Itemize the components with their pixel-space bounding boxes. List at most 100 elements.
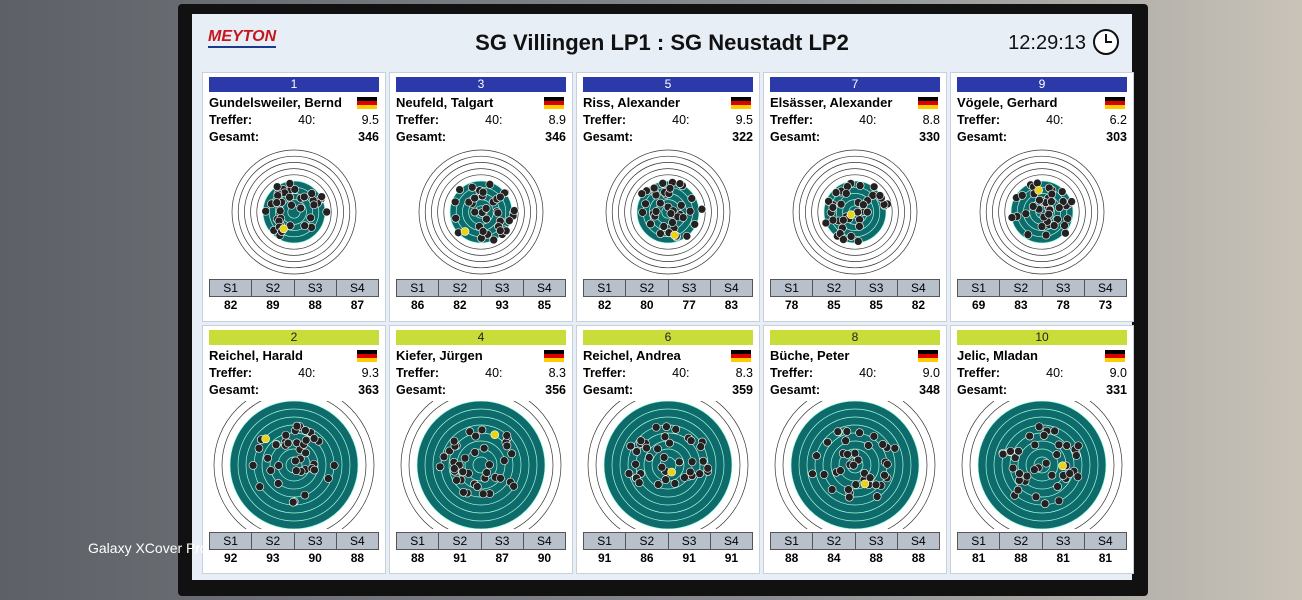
series-header: S1 S2 S3 S4 xyxy=(208,279,380,297)
hits-label: Treffer: xyxy=(957,365,1001,380)
series-label: S1 xyxy=(395,279,440,297)
series-header: S1 S2 S3 S4 xyxy=(582,531,754,550)
shot xyxy=(1057,187,1067,196)
shot xyxy=(680,472,689,482)
total-row: Gesamt: 348 xyxy=(770,383,940,397)
shot xyxy=(1073,471,1083,481)
shot xyxy=(322,207,332,217)
shot xyxy=(851,479,861,489)
total-row: Gesamt: 322 xyxy=(583,130,753,144)
total-label: Gesamt: xyxy=(209,382,260,397)
shot xyxy=(1050,426,1059,435)
series-score: 83 xyxy=(1014,298,1028,312)
shot xyxy=(833,426,843,436)
lane-number: 8 xyxy=(770,329,940,345)
shot xyxy=(836,199,846,209)
series-score: 93 xyxy=(495,298,509,312)
shooter-name: Neufeld, Talgart xyxy=(396,95,494,110)
target xyxy=(957,400,1127,529)
series-label: S4 xyxy=(522,531,567,550)
series-table: S1 S2 S3 S4 81 88 81 81 xyxy=(956,531,1128,566)
total-row: Gesamt: 359 xyxy=(583,383,753,397)
series-score: 81 xyxy=(1056,550,1070,565)
shot xyxy=(1017,191,1027,200)
shot xyxy=(659,452,669,462)
series-score: 84 xyxy=(827,550,841,565)
shot xyxy=(1007,213,1017,222)
series-header: S1 S2 S3 S4 xyxy=(395,531,567,550)
shot xyxy=(812,450,821,460)
hits-row: Treffer: 40: 8.9 xyxy=(396,113,566,127)
series-header: S1 S2 S3 S4 xyxy=(208,531,380,550)
series-score: 81 xyxy=(971,550,986,565)
hits-label: Treffer: xyxy=(209,113,253,127)
flag xyxy=(731,349,751,362)
shot xyxy=(309,200,319,210)
shot xyxy=(292,421,302,430)
shot xyxy=(482,467,492,477)
shot xyxy=(482,214,491,224)
total-row: Gesamt: 346 xyxy=(396,130,566,144)
total-value: 359 xyxy=(732,382,753,397)
total-row: Gesamt: 331 xyxy=(957,383,1127,397)
shot xyxy=(329,460,339,470)
series-label: S1 xyxy=(956,531,1001,550)
shot xyxy=(653,444,662,453)
shot xyxy=(493,208,503,218)
series-header: S1 S2 S3 S4 xyxy=(395,279,567,297)
shot xyxy=(823,437,832,447)
series-score: 77 xyxy=(682,298,696,312)
shot xyxy=(875,191,885,200)
shot xyxy=(272,182,282,191)
series-label: S2 xyxy=(251,531,295,550)
shot xyxy=(656,198,665,208)
shooter-name: Reichel, Harald xyxy=(209,347,303,363)
hits-label: Treffer: xyxy=(770,113,814,127)
shot xyxy=(301,448,310,457)
flag xyxy=(1105,97,1125,109)
shot xyxy=(261,206,271,216)
shot xyxy=(646,219,655,229)
series-score: 90 xyxy=(537,550,552,565)
last-shot: 9.5 xyxy=(735,113,753,127)
shot xyxy=(248,460,258,470)
series-values: 91 86 91 91 xyxy=(584,549,753,566)
series-label: S3 xyxy=(293,531,337,550)
shot xyxy=(859,200,868,210)
shot xyxy=(998,449,1008,458)
last-shot: 9.0 xyxy=(1109,365,1127,380)
series-label: S3 xyxy=(293,279,337,297)
total-value: 346 xyxy=(545,130,566,144)
shot xyxy=(878,439,888,449)
series-values: 88 84 88 88 xyxy=(771,549,940,566)
series-label: S2 xyxy=(625,279,669,297)
series-score: 89 xyxy=(266,298,280,312)
shot xyxy=(1013,485,1023,494)
shot xyxy=(1072,450,1081,460)
shot xyxy=(1062,440,1072,450)
shot xyxy=(291,465,301,475)
series-values: 69 83 78 73 xyxy=(958,297,1127,314)
watermark: Galaxy XCover Pro xyxy=(88,540,208,556)
series-label: S4 xyxy=(1083,279,1128,297)
shot xyxy=(509,206,519,215)
shot xyxy=(686,435,696,445)
flag xyxy=(1105,349,1125,362)
shot xyxy=(844,484,853,494)
shot xyxy=(309,433,319,443)
shot xyxy=(505,216,514,225)
hits-label: Treffer: xyxy=(209,365,253,380)
shot xyxy=(435,461,445,471)
shot xyxy=(890,443,900,453)
series-score: 91 xyxy=(724,550,739,565)
total-label: Gesamt: xyxy=(583,130,634,144)
series-score: 82 xyxy=(453,298,467,312)
shooter-name: Jelic, Mladan xyxy=(957,347,1038,363)
shot xyxy=(849,460,858,470)
shot xyxy=(642,443,651,452)
shot xyxy=(273,191,283,200)
series-score: 86 xyxy=(410,298,425,312)
shot xyxy=(1023,230,1033,239)
series-label: S2 xyxy=(812,531,856,550)
target xyxy=(396,148,566,276)
